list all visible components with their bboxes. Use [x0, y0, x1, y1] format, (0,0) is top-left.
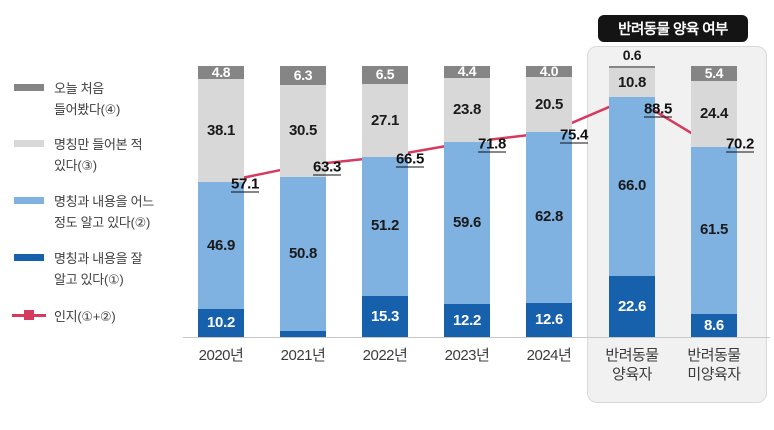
bar-value-label: 38.1: [207, 122, 235, 139]
bar-segment-1-cat3: [444, 142, 490, 304]
bar-segment-2-cat0: [198, 79, 244, 183]
legend-label: 명칭만 들어본 적 있다(③): [54, 137, 143, 173]
legend-color-bar-icon: [14, 254, 44, 261]
legend-label: 명칭과 내용을 잘 알고 있다(①): [54, 251, 143, 287]
bar-value-label: 51.2: [371, 216, 399, 234]
bar-value-label: 6.5: [375, 66, 395, 82]
bar-value-label: 59.6: [453, 214, 481, 232]
bar-segment-3-cat6: [691, 66, 737, 81]
bar-value-label: 27.1: [371, 111, 399, 129]
bar-value-label: 12.2: [453, 311, 481, 329]
legend-label: 인지(①+②): [54, 309, 116, 324]
x-axis-label-6: 반려동물 미양육자: [687, 347, 741, 383]
bar-value-label: 8.6: [704, 316, 724, 334]
bar-segment-1-cat2: [362, 156, 408, 296]
bar-segment-3-cat4: [526, 66, 572, 77]
bar-segment-2-cat5: [609, 67, 655, 97]
bar-segment-2-cat6: [691, 80, 737, 147]
legend-item-well-know: 명칭과 내용을 잘 알고 있다(①): [12, 248, 143, 290]
legend-item-heard-first-today: 오늘 처음 들어봤다(④): [12, 78, 120, 120]
line-value-label-4: 75.4: [560, 126, 588, 144]
legend-label: 오늘 처음 들어봤다(④): [54, 81, 121, 117]
x-axis-label-2: 2022년: [362, 347, 408, 364]
bar-value-label: 4.0: [539, 63, 559, 79]
legend-color-bar-icon: [14, 140, 44, 147]
bar-value-label: 23.8: [453, 100, 481, 118]
x-axis-label-5: 반려동물 양육자: [605, 347, 659, 383]
legend-swatch-icon: [12, 191, 46, 209]
bar-value-label: 46.9: [207, 237, 235, 255]
bar-value-label: 30.5: [289, 122, 317, 140]
x-axis-line: [183, 337, 770, 338]
legend-swatch-icon: [12, 134, 46, 152]
legend-color-bar-icon: [14, 84, 44, 91]
bar-value-label: 4.8: [211, 64, 231, 80]
bar-value-label: 50.8: [289, 245, 317, 263]
x-axis-label-0: 2020년: [198, 347, 244, 364]
bar-segment-1-cat6: [691, 146, 737, 314]
bar-segment-3-cat1: [280, 66, 326, 86]
bar-value-label: 62.8: [535, 208, 563, 226]
bar-segment-0-cat6: [691, 313, 737, 337]
bar-segment-3-cat2: [362, 66, 408, 84]
bar-value-label: 15.3: [371, 307, 399, 325]
bar-value-label: 10.2: [207, 314, 235, 332]
line-value-label-1: 63.3: [313, 158, 341, 176]
line-value-label-6: 70.2: [726, 135, 754, 153]
bar-value-label: 24.4: [700, 104, 728, 122]
bar-segment-0-cat4: [526, 302, 572, 337]
legend-item-name-only: 명칭만 들어본 적 있다(③): [12, 134, 143, 176]
bar-segment-3-cat5: [609, 66, 655, 68]
x-axis-label-1: 2021년: [280, 347, 326, 364]
bar-value-label: 66.0: [618, 176, 646, 194]
legend-color-bar-icon: [14, 197, 44, 204]
bar-segment-0-cat0: [198, 309, 244, 337]
legend-square-marker-icon: [24, 310, 34, 320]
bar-value-label: 6.3: [293, 67, 313, 83]
legend: 오늘 처음 들어봤다(④) 명칭만 들어본 적 있다(③) 명칭과 내용을 어느 정도 알…: [0, 0, 185, 430]
line-value-label-5: 88.5: [644, 100, 672, 118]
bar-segment-3-cat0: [198, 66, 244, 79]
bar-value-label: 12.6: [535, 310, 563, 328]
bar-value-label: 22.6: [618, 297, 646, 315]
bar-segment-2-cat4: [526, 76, 572, 133]
pet-ownership-callout: 반려동물 양육 여부: [598, 15, 748, 42]
legend-item-somewhat-know: 명칭과 내용을 어느 정도 알고 있다(②): [12, 191, 154, 233]
bar-segment-0-cat5: [609, 275, 655, 337]
bar-value-label: 61.5: [700, 220, 728, 238]
legend-line-marker-icon: [12, 306, 46, 324]
bar-value-label: 0.6: [622, 47, 642, 63]
bar-value-label: 4.4: [457, 63, 477, 79]
legend-swatch-icon: [12, 248, 46, 266]
bar-segment-1-cat4: [526, 132, 572, 303]
legend-label: 명칭과 내용을 어느 정도 알고 있다(②): [54, 194, 154, 230]
bar-segment-1-cat1: [280, 177, 326, 331]
bar-segment-0-cat3: [444, 303, 490, 337]
bar-segment-0-cat2: [362, 295, 408, 337]
bar-segment-1-cat0: [198, 182, 244, 310]
bar-value-label: 20.5: [535, 95, 563, 113]
line-value-label-3: 71.8: [478, 135, 506, 153]
bar-value-label: 10.8: [618, 73, 646, 91]
pet-ownership-callout-label: 반려동물 양육 여부: [618, 22, 728, 38]
bar-segment-2-cat1: [280, 85, 326, 178]
bar-segment-2-cat3: [444, 77, 490, 143]
x-axis-label-4: 2024년: [526, 347, 572, 364]
line-value-label-0: 57.1: [231, 175, 259, 193]
x-axis-label-3: 2023년: [444, 347, 490, 364]
bar-value-label: 5.4: [704, 65, 724, 81]
legend-item-awareness: 인지(①+②): [12, 306, 116, 327]
bar-segment-2-cat2: [362, 83, 408, 157]
bar-segment-3-cat3: [444, 66, 490, 78]
line-value-label-2: 66.5: [396, 150, 424, 168]
legend-swatch-icon: [12, 78, 46, 96]
bar-segment-0-cat1: [280, 330, 326, 337]
bar-segment-1-cat5: [609, 96, 655, 276]
